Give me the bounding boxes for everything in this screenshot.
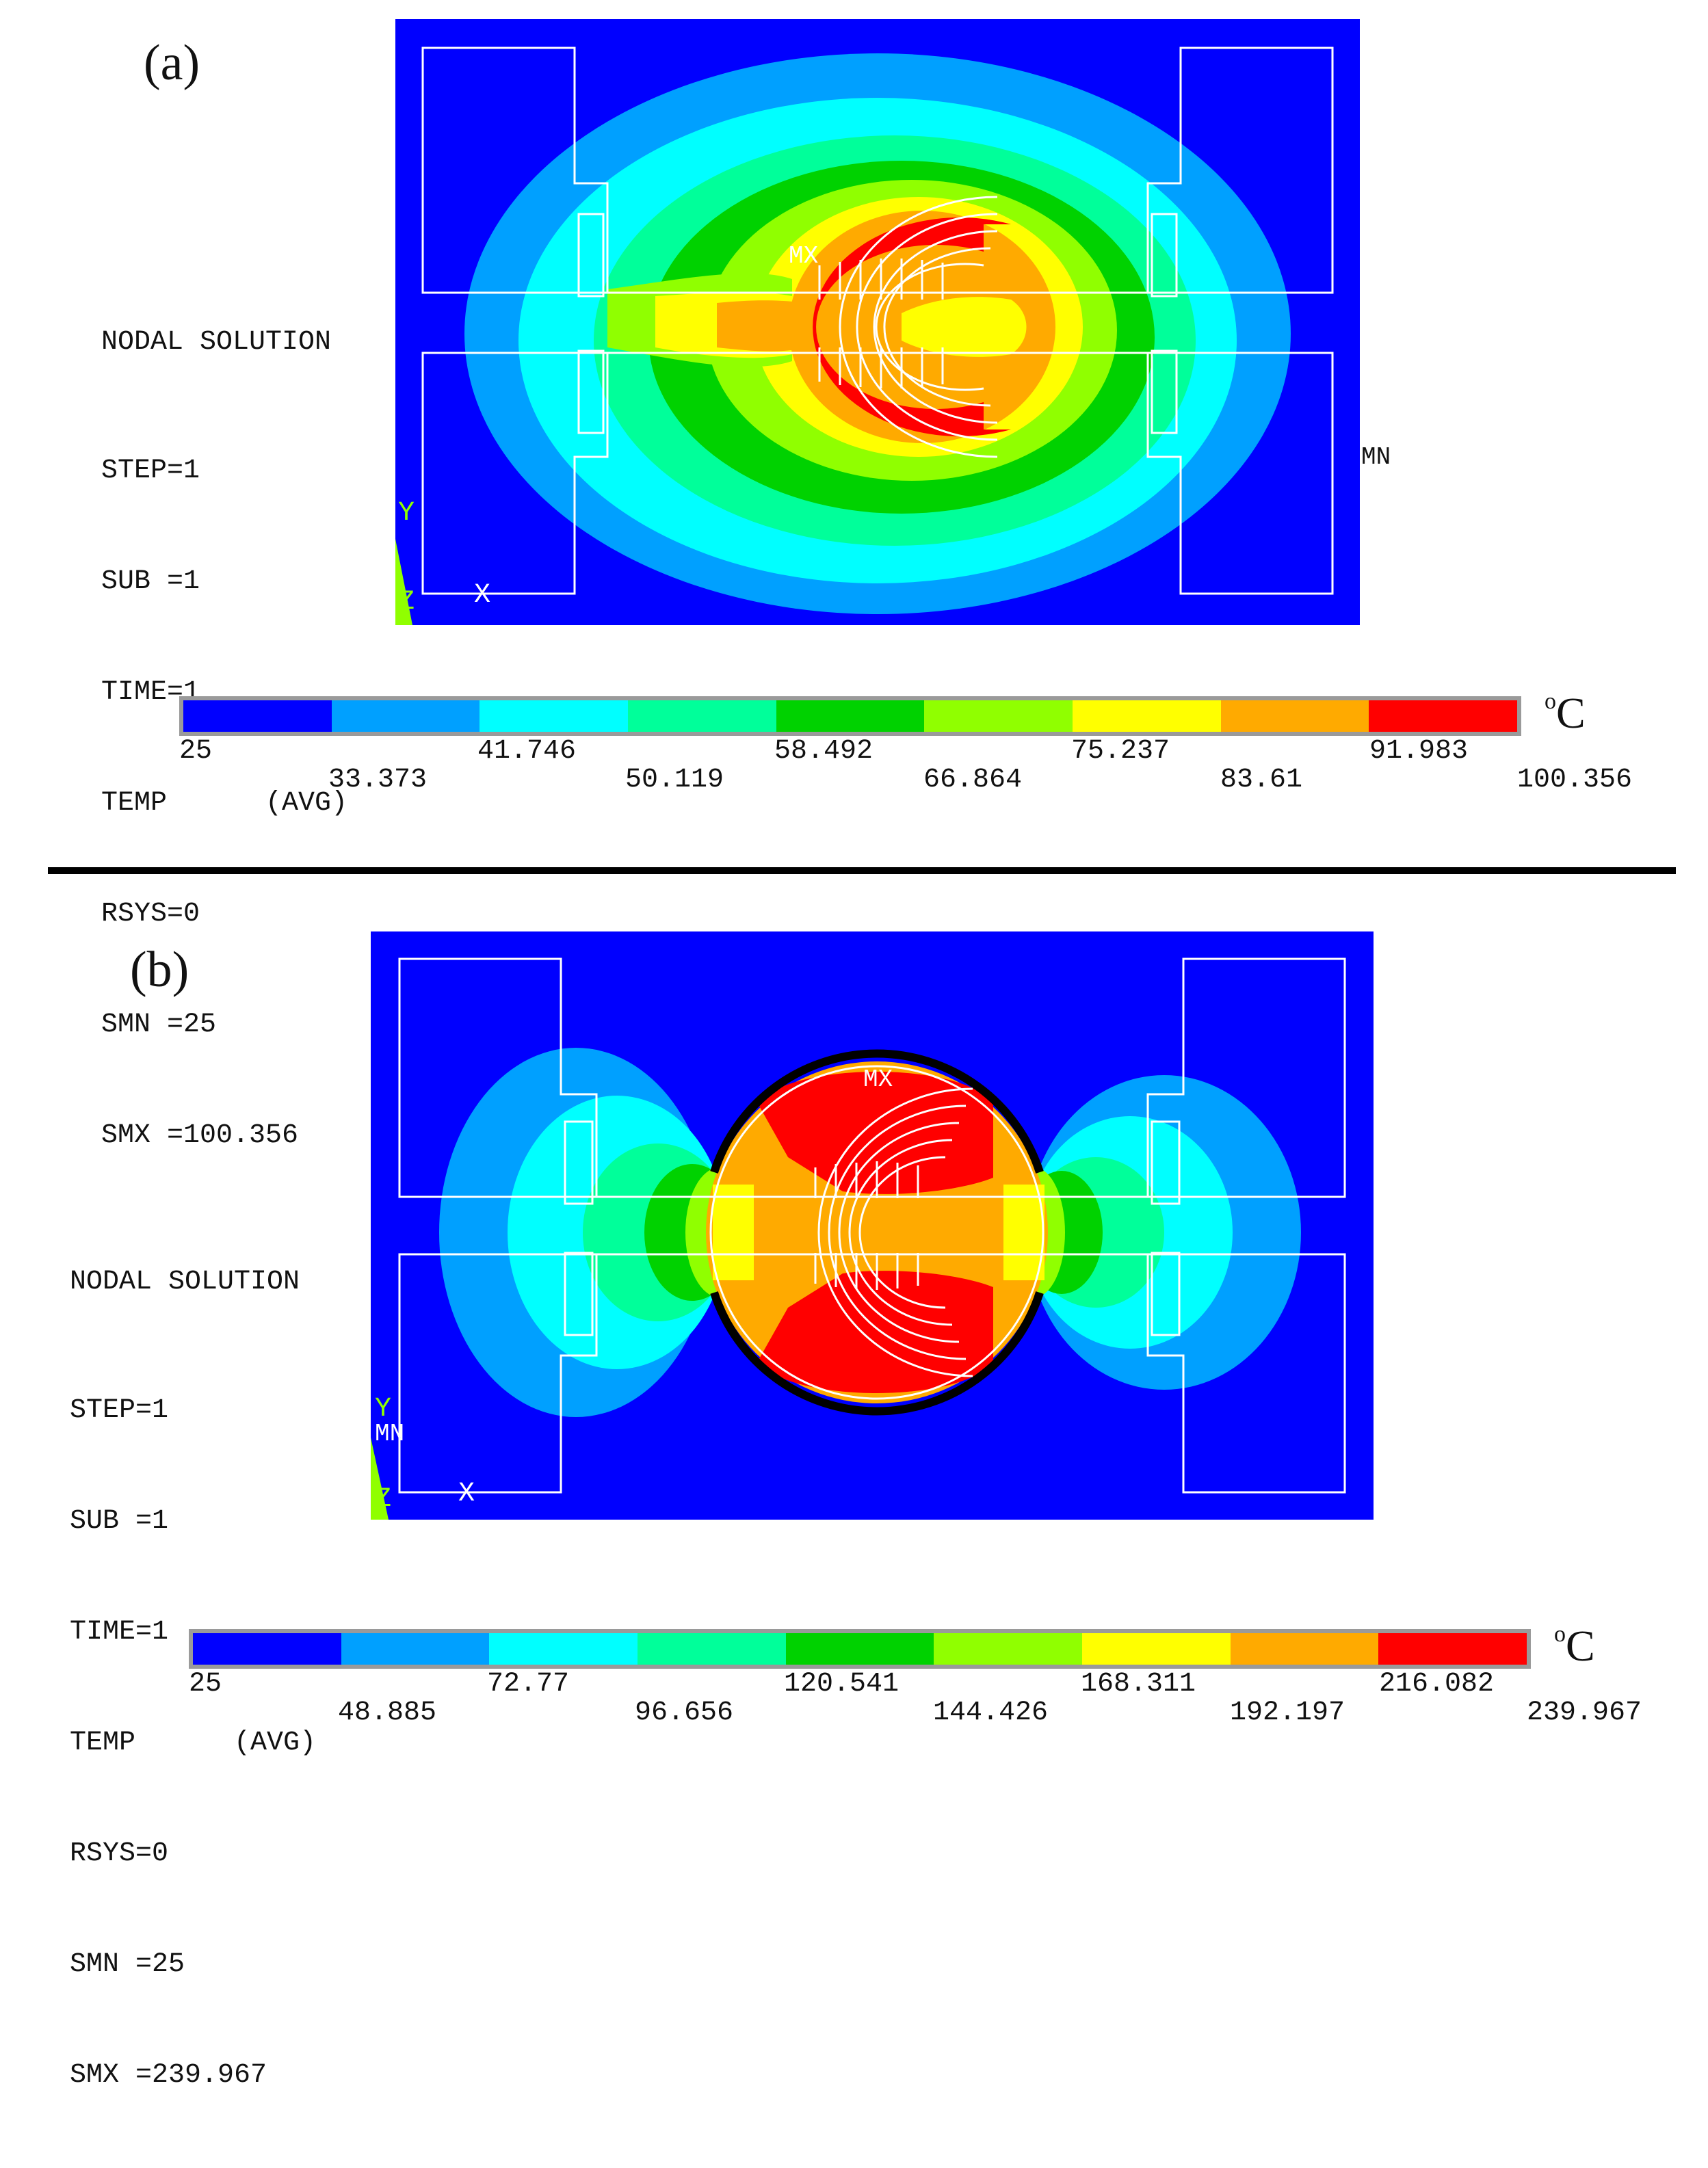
band-7-tongue (717, 300, 806, 352)
legend-tick: 120.541 (784, 1669, 899, 1700)
axis-x-label: X (474, 580, 491, 611)
structure-outline (398, 957, 1346, 1494)
axis-y-label: Y (398, 498, 415, 529)
info-temp: TEMP (AVG) (70, 1728, 317, 1758)
temperature-contour-plot: MX MN Y Z X (371, 931, 1374, 1520)
hot-zone-lower (757, 1271, 993, 1393)
legend-tick: 25 (189, 1669, 222, 1700)
legend-segment (341, 1633, 490, 1665)
info-temp: TEMP (AVG) (101, 788, 348, 819)
legend-segment (628, 700, 776, 732)
panel-label: (b) (130, 942, 189, 998)
legend-tick: 48.885 (338, 1697, 437, 1728)
legend-segment (638, 1633, 786, 1665)
solution-info: NODAL SOLUTION STEP=1 SUB =1 TIME=1 TEMP… (101, 250, 347, 1228)
panel-label: (a) (144, 35, 200, 91)
legend-segment (924, 700, 1073, 732)
axis-z-label: Z (398, 587, 415, 618)
min-marker: MN (375, 1420, 405, 1448)
info-smx: SMX =100.356 (101, 1120, 299, 1151)
legend-unit: oC (1554, 1622, 1595, 1670)
legend-segment (1073, 700, 1221, 732)
max-marker: MX (789, 242, 819, 270)
legend-tick: 96.656 (635, 1697, 734, 1728)
info-step: STEP=1 (101, 455, 200, 486)
legend-tick: 25 (179, 736, 213, 767)
legend-tick: 50.119 (625, 765, 724, 795)
legend-tick: 168.311 (1081, 1669, 1196, 1700)
axis-z-label: Z (375, 1484, 392, 1515)
legend-segment (1220, 700, 1369, 732)
legend-tick: 239.967 (1527, 1697, 1642, 1728)
legend-tick: 66.864 (923, 765, 1023, 795)
ring-arc-top (710, 1049, 1044, 1174)
info-step: STEP=1 (70, 1395, 169, 1426)
max-marker: MX (863, 1066, 893, 1094)
min-marker: MN (1361, 443, 1391, 471)
legend-unit: oC (1545, 689, 1586, 737)
color-legend-bar (189, 1629, 1531, 1669)
legend-segment (934, 1633, 1083, 1665)
legend-tick: 216.082 (1379, 1669, 1495, 1700)
disk-left-edge (713, 1185, 754, 1280)
legend-segment (479, 700, 629, 732)
axis-y-label: Y (375, 1394, 392, 1425)
legend-tick: 41.746 (477, 736, 577, 767)
panel-a: (a) NODAL SOLUTION STEP=1 SUB =1 TIME=1 … (0, 0, 1708, 1151)
comb-fingers (818, 259, 944, 388)
legend-segment (331, 700, 480, 732)
legend-segment (1378, 1633, 1527, 1665)
info-sub: SUB =1 (70, 1506, 169, 1537)
disk-right-edge (1003, 1185, 1044, 1280)
panel-b: (b) NODAL SOLUTION STEP=1 SUB =1 TIME=1 … (0, 889, 1708, 2091)
legend-segment (1230, 1633, 1379, 1665)
legend-tick: 75.237 (1071, 736, 1170, 767)
structure-outline (421, 47, 1334, 595)
legend-segment (785, 1633, 934, 1665)
core-center (902, 297, 1027, 357)
legend-tick: 91.983 (1369, 736, 1469, 767)
legend-segment (489, 1633, 638, 1665)
legend-tick: 144.426 (933, 1697, 1049, 1728)
legend-segment (183, 700, 332, 732)
info-time: TIME=1 (70, 1617, 169, 1648)
temperature-contour-plot: MX Y Z X (395, 19, 1360, 625)
legend-segment (776, 700, 925, 732)
legend-segment (1082, 1633, 1231, 1665)
legend-segment (193, 1633, 341, 1665)
ring-arc-bottom (710, 1291, 1044, 1416)
legend-tick: 100.356 (1517, 765, 1633, 795)
legend-tick: 83.61 (1220, 765, 1303, 795)
comb-fingers (814, 1161, 919, 1290)
info-title: NODAL SOLUTION (101, 327, 332, 358)
info-smn: SMN =25 (101, 1009, 217, 1040)
legend-tick: 72.77 (487, 1669, 570, 1700)
triad-glyph (395, 539, 412, 625)
legend-segment (1369, 700, 1518, 732)
contour-graphic (371, 957, 1346, 1520)
hot-zone-upper (757, 1072, 993, 1194)
triad-glyph (371, 1438, 389, 1520)
info-title: NODAL SOLUTION (70, 1267, 300, 1297)
info-rsys: RSYS=0 (70, 1838, 169, 1869)
info-rsys: RSYS=0 (101, 899, 200, 929)
info-smx: SMX =239.967 (70, 2060, 267, 2091)
legend-tick: 58.492 (774, 736, 873, 767)
axis-x-label: X (458, 1479, 475, 1509)
info-smn: SMN =25 (70, 1949, 185, 1980)
color-legend-bar (179, 696, 1521, 736)
panel-divider (48, 867, 1676, 874)
legend-tick: 33.373 (328, 765, 428, 795)
legend-tick: 192.197 (1230, 1697, 1345, 1728)
info-sub: SUB =1 (101, 566, 200, 597)
contour-graphic (395, 47, 1334, 625)
